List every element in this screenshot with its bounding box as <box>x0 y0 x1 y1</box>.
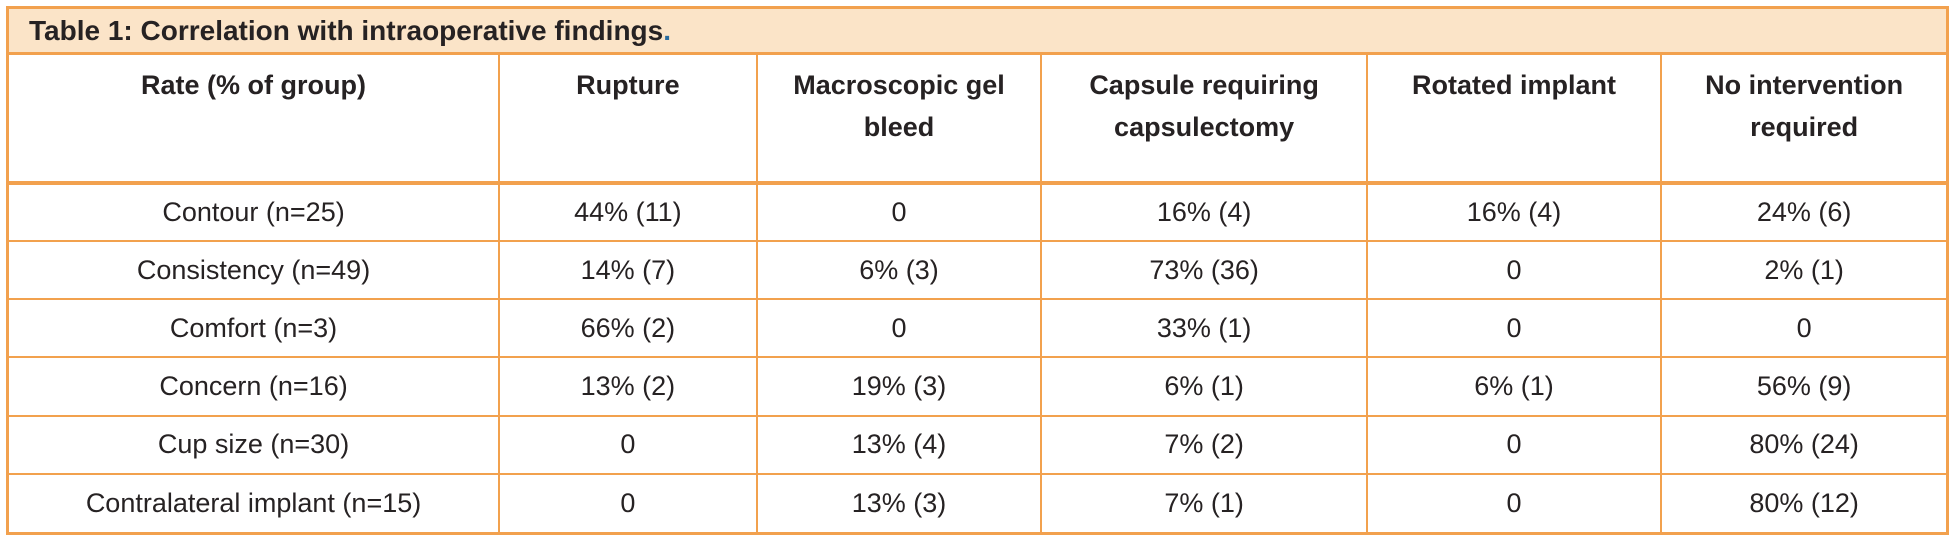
column-header-no-intervention: No intervention required <box>1660 55 1946 185</box>
data-cell: 0 <box>1365 472 1663 532</box>
data-cell: 7% (2) <box>1040 414 1368 475</box>
data-cell: 6% (3) <box>755 240 1043 301</box>
data-cell: 13% (4) <box>755 414 1043 475</box>
data-cell: 56% (9) <box>1660 356 1946 417</box>
row-label: Contralateral implant (n=15) <box>9 472 501 532</box>
data-cell: 0 <box>1365 414 1663 475</box>
data-cell: 6% (1) <box>1040 356 1368 417</box>
header-row: Rate (% of group) Rupture Macroscopic ge… <box>9 55 1946 185</box>
data-cell: 73% (36) <box>1040 240 1368 301</box>
data-cell: 33% (1) <box>1040 298 1368 359</box>
column-header-gel-bleed: Macroscopic gel bleed <box>755 55 1043 185</box>
table-row: Cup size (n=30) 0 13% (4) 7% (2) 0 80% (… <box>9 414 1946 475</box>
data-cell: 0 <box>755 181 1043 243</box>
table-row: Contralateral implant (n=15) 0 13% (3) 7… <box>9 472 1946 532</box>
data-cell: 6% (1) <box>1365 356 1663 417</box>
table-title-period: . <box>663 14 672 46</box>
data-cell: 7% (1) <box>1040 472 1368 532</box>
data-cell: 0 <box>1660 298 1946 359</box>
column-header-rotated-implant: Rotated implant <box>1365 55 1663 185</box>
data-cell: 0 <box>1365 240 1663 301</box>
data-cell: 80% (24) <box>1660 414 1946 475</box>
table-row: Comfort (n=3) 66% (2) 0 33% (1) 0 0 <box>9 298 1946 359</box>
data-cell: 44% (11) <box>498 181 758 243</box>
table-title-bar: Table 1: Correlation with intraoperative… <box>9 9 1946 55</box>
table-1-container: Table 1: Correlation with intraoperative… <box>6 6 1949 535</box>
row-label: Cup size (n=30) <box>9 414 501 475</box>
table-row: Consistency (n=49) 14% (7) 6% (3) 73% (3… <box>9 240 1946 301</box>
data-cell: 66% (2) <box>498 298 758 359</box>
column-header-rate: Rate (% of group) <box>9 55 501 185</box>
data-cell: 0 <box>755 298 1043 359</box>
data-cell: 19% (3) <box>755 356 1043 417</box>
table-row: Concern (n=16) 13% (2) 19% (3) 6% (1) 6%… <box>9 356 1946 417</box>
column-header-capsulectomy: Capsule requiring capsulectomy <box>1040 55 1368 185</box>
row-label: Comfort (n=3) <box>9 298 501 359</box>
column-header-rupture: Rupture <box>498 55 758 185</box>
data-cell: 80% (12) <box>1660 472 1946 532</box>
data-cell: 16% (4) <box>1365 181 1663 243</box>
data-cell: 2% (1) <box>1660 240 1946 301</box>
table-title: Table 1: Correlation with intraoperative… <box>29 14 664 46</box>
correlation-table: Rate (% of group) Rupture Macroscopic ge… <box>9 55 1946 532</box>
data-cell: 16% (4) <box>1040 181 1368 243</box>
table-row: Contour (n=25) 44% (11) 0 16% (4) 16% (4… <box>9 181 1946 243</box>
row-label: Consistency (n=49) <box>9 240 501 301</box>
data-cell: 0 <box>498 472 758 532</box>
data-cell: 14% (7) <box>498 240 758 301</box>
data-cell: 0 <box>498 414 758 475</box>
row-label: Concern (n=16) <box>9 356 501 417</box>
data-cell: 13% (2) <box>498 356 758 417</box>
data-cell: 0 <box>1365 298 1663 359</box>
data-cell: 13% (3) <box>755 472 1043 532</box>
data-cell: 24% (6) <box>1660 181 1946 243</box>
row-label: Contour (n=25) <box>9 181 501 243</box>
